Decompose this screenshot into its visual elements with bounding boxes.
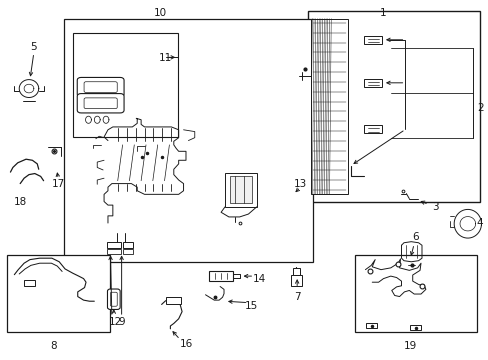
Bar — [166, 297, 181, 305]
Text: 12: 12 — [108, 317, 122, 327]
FancyBboxPatch shape — [77, 77, 124, 97]
Text: 13: 13 — [293, 179, 306, 189]
Bar — [229, 176, 251, 203]
Bar — [122, 249, 133, 254]
FancyBboxPatch shape — [84, 98, 117, 109]
Text: 6: 6 — [411, 232, 418, 242]
Text: 7: 7 — [293, 292, 300, 302]
Text: 17: 17 — [52, 179, 65, 189]
Text: 8: 8 — [50, 341, 57, 351]
Text: 1: 1 — [379, 8, 386, 18]
Bar — [64, 19, 312, 262]
Bar — [307, 12, 479, 202]
Text: 2: 2 — [477, 103, 483, 113]
Text: 10: 10 — [154, 8, 167, 18]
Text: 4: 4 — [475, 218, 482, 228]
Text: 16: 16 — [179, 339, 192, 349]
Text: 18: 18 — [14, 197, 27, 207]
Text: 15: 15 — [244, 301, 258, 311]
Bar — [366, 323, 376, 328]
Bar — [290, 275, 301, 286]
FancyBboxPatch shape — [110, 292, 117, 306]
Bar — [224, 173, 256, 207]
Bar — [24, 280, 35, 286]
Bar — [363, 126, 382, 134]
Text: 9: 9 — [118, 317, 124, 327]
Bar — [6, 255, 110, 332]
Bar — [292, 268, 299, 275]
Bar — [354, 255, 476, 332]
Text: 14: 14 — [252, 274, 265, 284]
Bar — [409, 325, 420, 330]
Bar — [363, 79, 382, 87]
Bar — [363, 36, 382, 44]
Bar — [73, 33, 177, 137]
Bar — [311, 19, 347, 194]
Bar — [122, 242, 133, 248]
FancyBboxPatch shape — [84, 82, 117, 93]
FancyBboxPatch shape — [77, 94, 124, 113]
Text: 11: 11 — [159, 53, 172, 63]
Bar — [107, 249, 121, 254]
Text: 5: 5 — [30, 42, 37, 52]
FancyBboxPatch shape — [107, 289, 120, 310]
Bar — [209, 271, 232, 281]
Text: 19: 19 — [403, 341, 416, 351]
Text: 3: 3 — [431, 202, 438, 212]
Bar — [107, 242, 121, 248]
